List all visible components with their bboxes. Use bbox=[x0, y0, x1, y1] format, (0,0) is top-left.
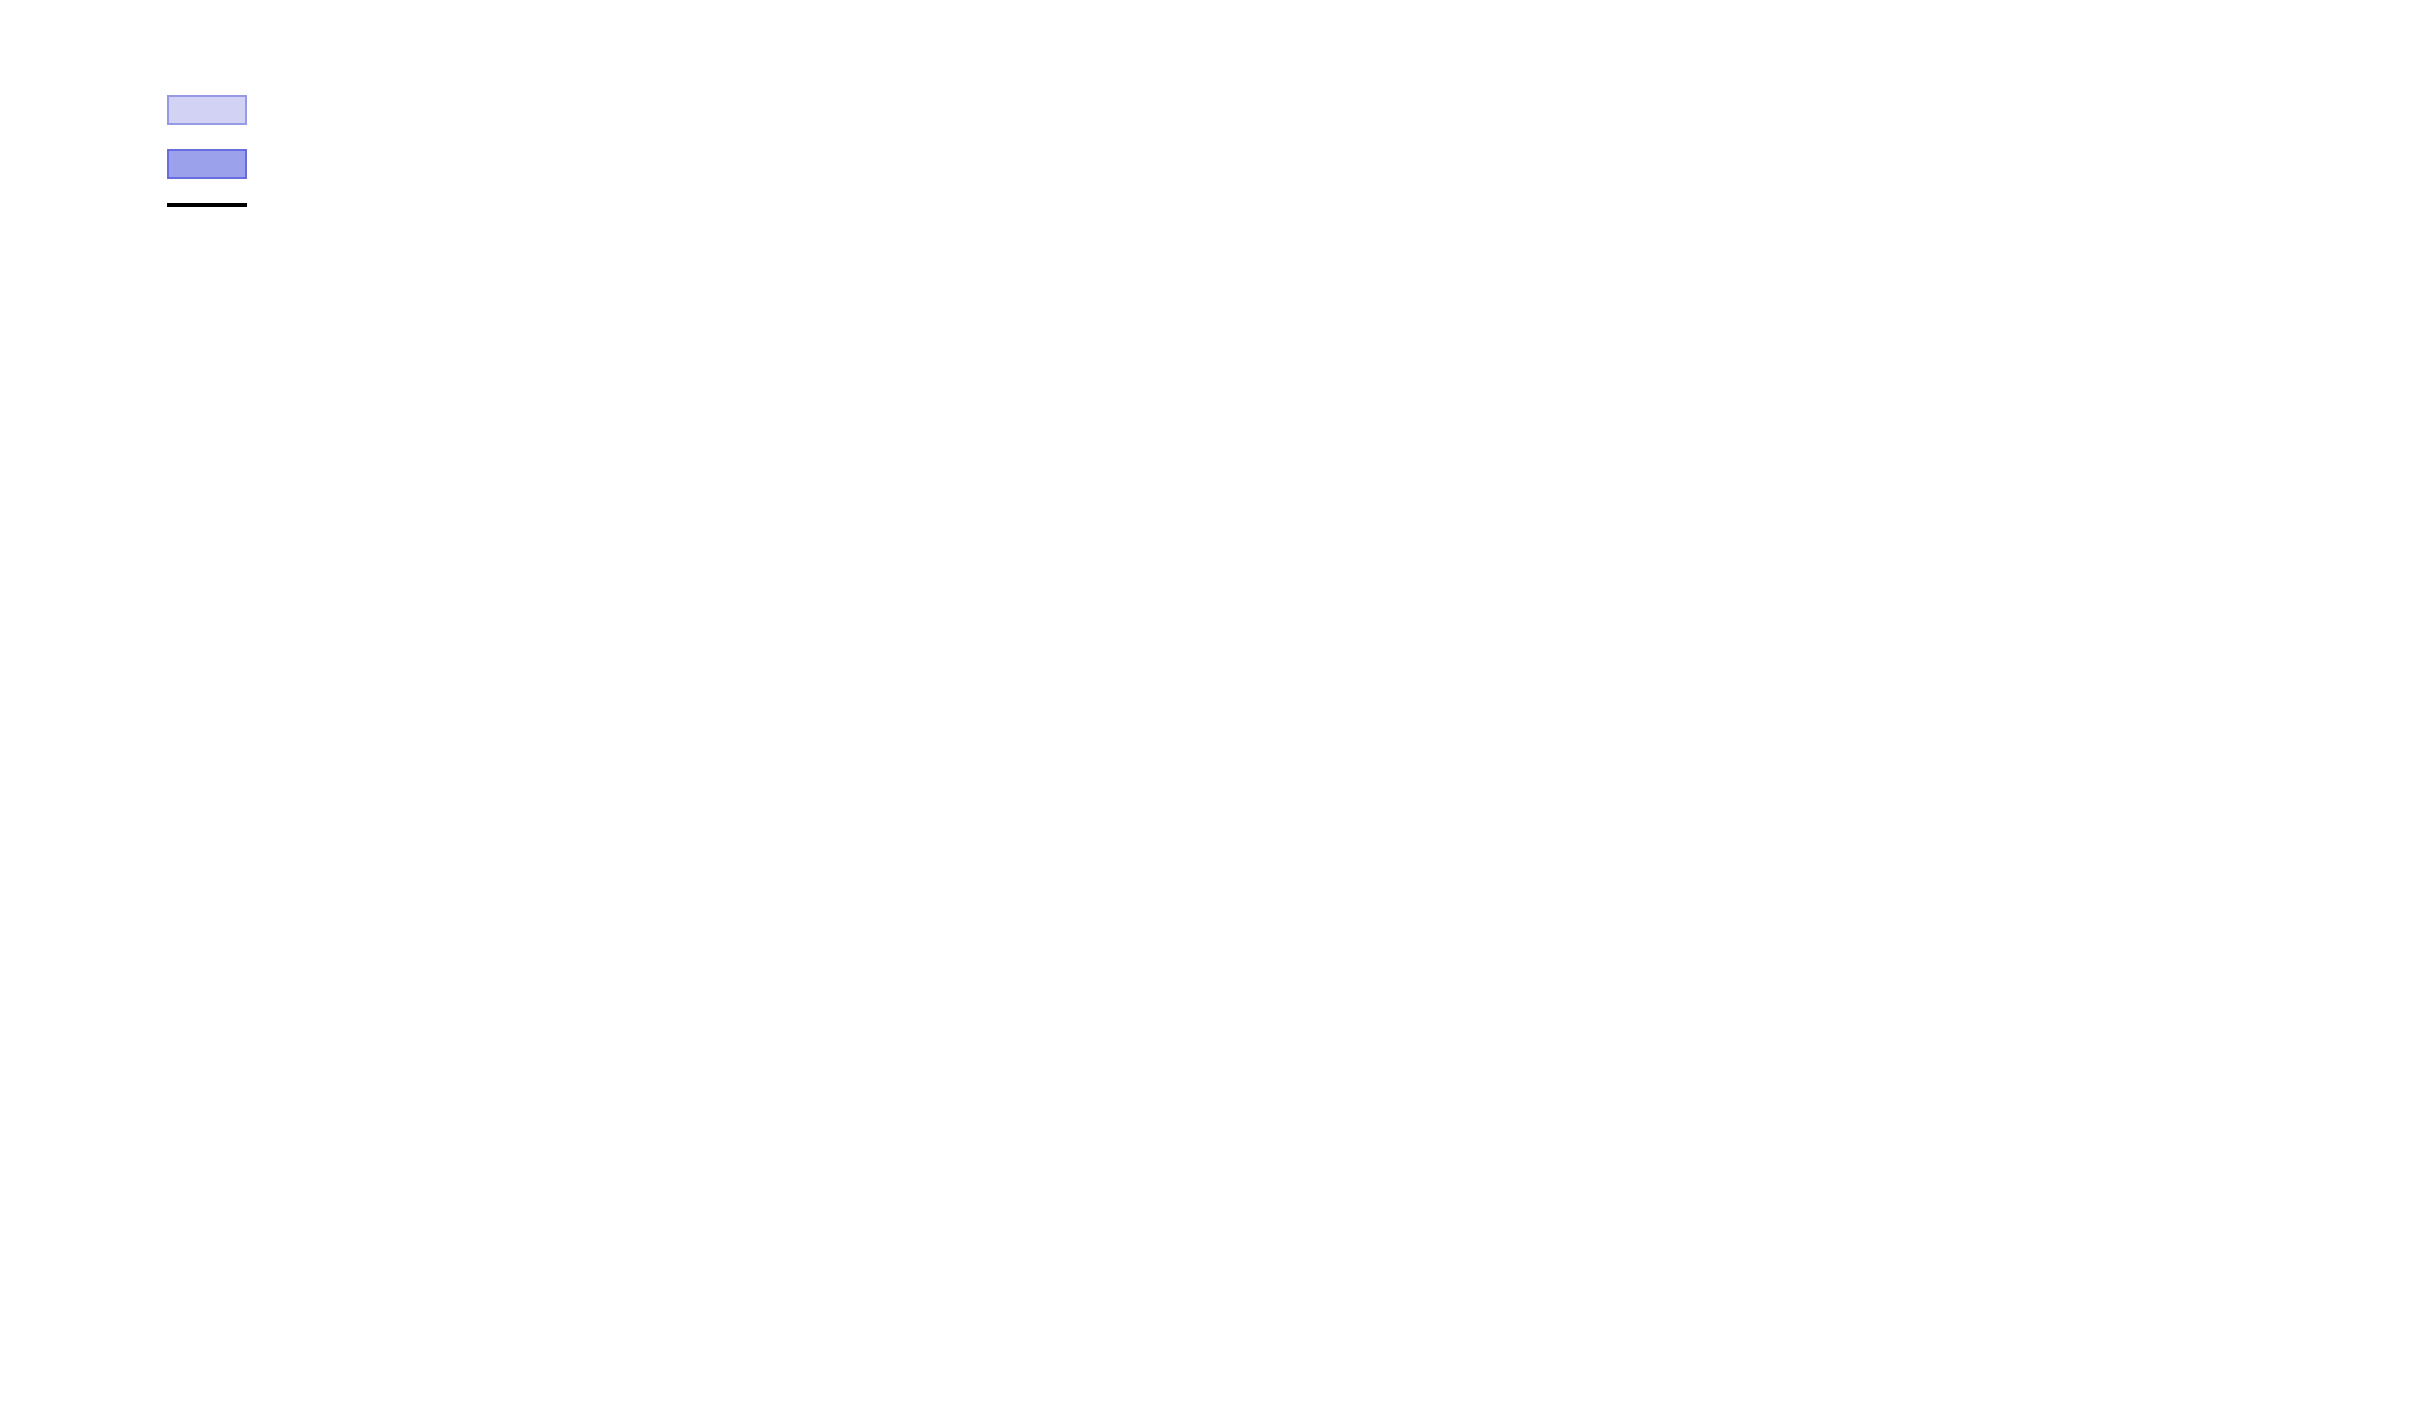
legend-item-50-hdi bbox=[167, 149, 275, 179]
legend-item-observed bbox=[167, 203, 275, 207]
legend bbox=[167, 95, 275, 207]
hdi94-swatch-icon bbox=[167, 95, 247, 125]
observed-line-icon bbox=[167, 203, 247, 207]
legend-item-94-hdi bbox=[167, 95, 275, 125]
hdi50-swatch-icon bbox=[167, 149, 247, 179]
